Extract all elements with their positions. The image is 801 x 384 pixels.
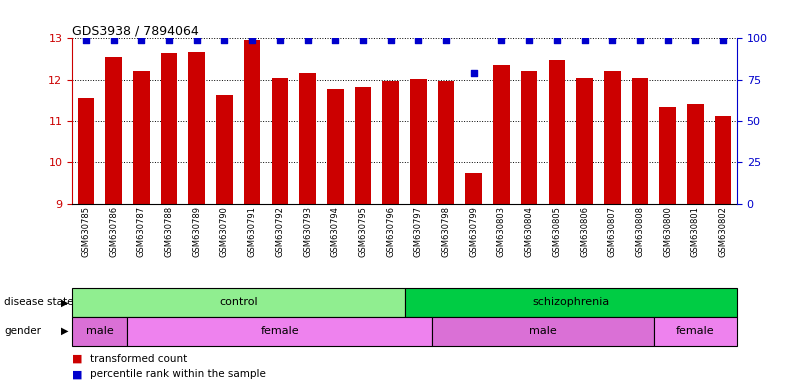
Bar (161, 53, 177, 204)
Bar (410, 79, 427, 204)
Point (689, 37, 702, 43)
Text: male: male (529, 326, 557, 336)
Bar (465, 172, 482, 204)
Bar (576, 78, 593, 204)
Bar (216, 95, 233, 204)
Text: female: female (676, 326, 714, 336)
Point (606, 37, 618, 43)
Point (412, 37, 425, 43)
Bar (604, 71, 621, 204)
Bar (437, 81, 454, 204)
Text: disease state: disease state (4, 297, 74, 308)
Text: ■: ■ (72, 369, 83, 379)
Bar (300, 73, 316, 204)
Text: male: male (86, 326, 114, 336)
Bar (355, 87, 372, 204)
Bar (78, 98, 95, 204)
Text: ▶: ▶ (61, 297, 68, 308)
Bar (687, 104, 703, 204)
Point (273, 37, 286, 43)
Bar (714, 116, 731, 204)
Point (550, 37, 563, 43)
Bar (493, 65, 509, 204)
Point (578, 37, 591, 43)
Bar (433, 317, 654, 346)
Point (440, 37, 453, 43)
Bar (549, 60, 566, 204)
Bar (72, 317, 127, 346)
Point (246, 37, 259, 43)
Point (356, 37, 369, 43)
Point (107, 37, 120, 43)
Bar (659, 106, 676, 204)
Point (135, 37, 147, 43)
Text: schizophrenia: schizophrenia (532, 297, 610, 308)
Text: transformed count: transformed count (90, 354, 187, 364)
Point (717, 37, 730, 43)
Text: GDS3938 / 7894064: GDS3938 / 7894064 (72, 24, 199, 37)
Point (384, 37, 397, 43)
Bar (133, 71, 150, 204)
Bar (521, 71, 537, 204)
Point (329, 37, 342, 43)
Point (467, 70, 480, 76)
Point (523, 37, 536, 43)
Bar (382, 81, 399, 204)
Bar (405, 288, 737, 317)
Text: ▶: ▶ (61, 326, 68, 336)
Point (634, 37, 646, 43)
Point (301, 37, 314, 43)
Point (662, 37, 674, 43)
Point (218, 37, 231, 43)
Bar (127, 317, 433, 346)
Bar (272, 78, 288, 204)
Text: control: control (219, 297, 258, 308)
Text: ■: ■ (72, 354, 83, 364)
Point (191, 37, 203, 43)
Point (79, 37, 92, 43)
Bar (632, 78, 648, 204)
Bar (106, 57, 122, 204)
Point (495, 37, 508, 43)
Text: percentile rank within the sample: percentile rank within the sample (90, 369, 266, 379)
Bar (327, 89, 344, 204)
Bar (72, 288, 405, 317)
Bar (188, 51, 205, 204)
Bar (654, 317, 737, 346)
Bar (244, 40, 260, 204)
Text: gender: gender (4, 326, 41, 336)
Point (163, 37, 175, 43)
Text: female: female (260, 326, 299, 336)
